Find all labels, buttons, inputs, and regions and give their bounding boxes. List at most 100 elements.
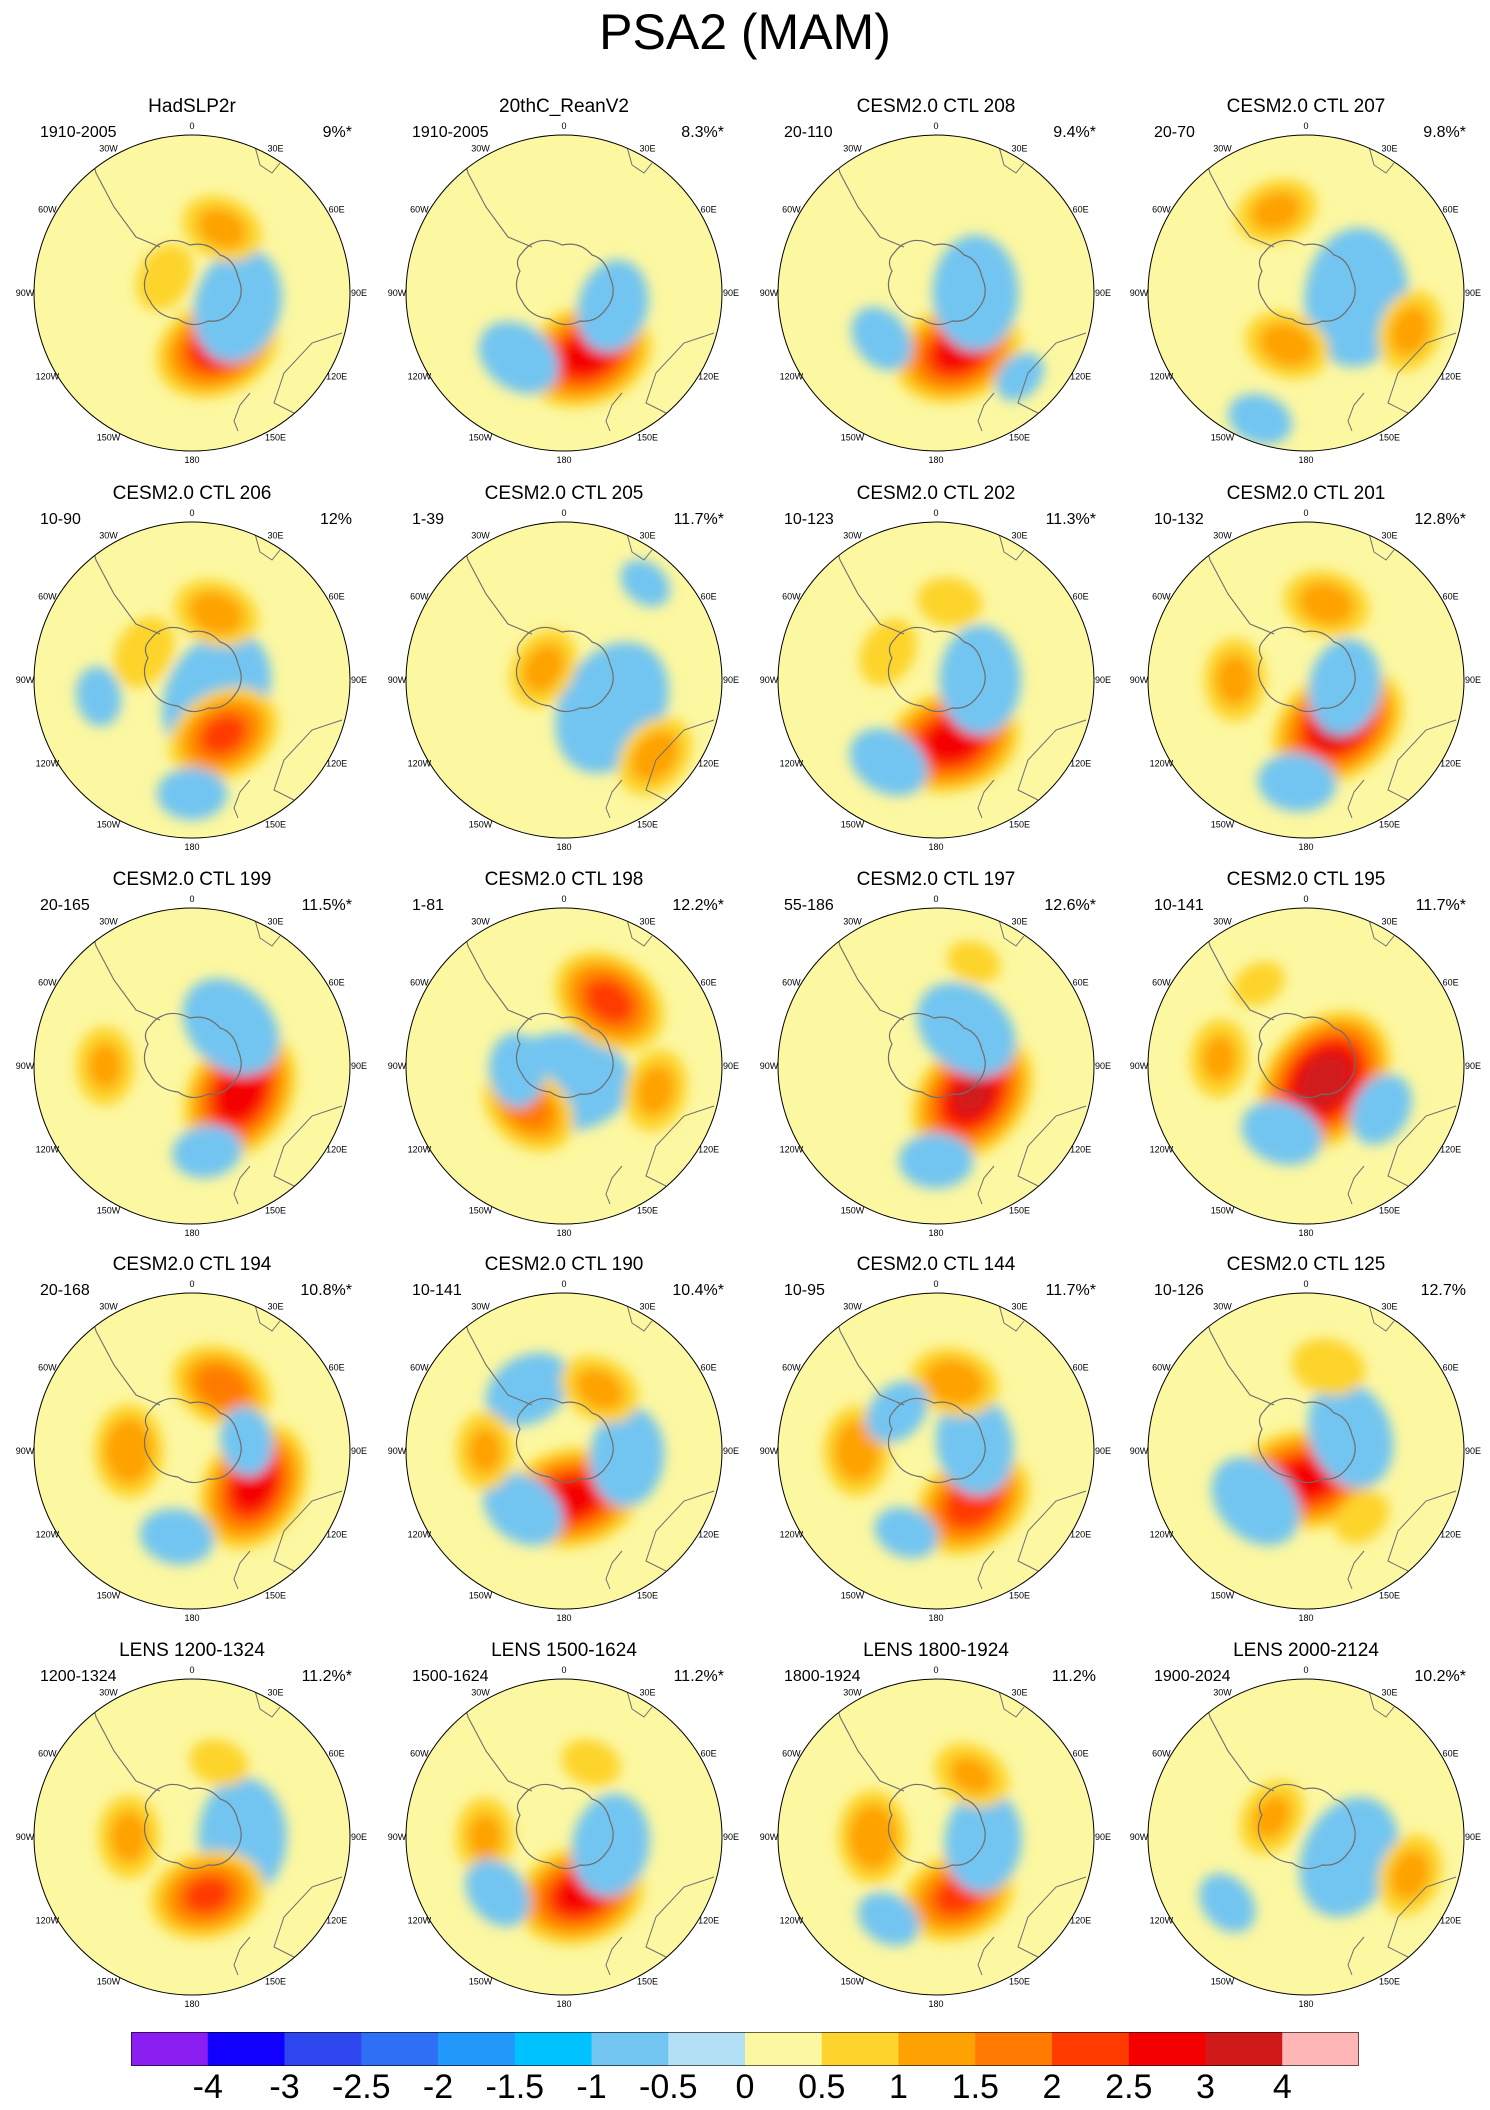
panel-years: 1900-2024 xyxy=(1154,1668,1231,1685)
africa-outline xyxy=(625,529,653,561)
map-background xyxy=(34,135,350,451)
africa-outline xyxy=(997,529,1025,561)
longitude-label: 90W xyxy=(388,1832,407,1842)
longitude-label: 30W xyxy=(99,530,118,540)
contour-level xyxy=(75,666,122,727)
polar-map: 0 30E 60E 90E 120E 150E 180 150W 120W 90W 60W 30W xyxy=(760,894,1111,1238)
longitude-label: 180 xyxy=(556,455,571,465)
longitude-label: 180 xyxy=(556,1999,571,2009)
map-border xyxy=(777,1292,1095,1610)
longitude-label: 0 xyxy=(189,1665,194,1675)
antarctica-outline xyxy=(887,626,986,713)
longitude-label: 0 xyxy=(561,1279,566,1289)
contour-level xyxy=(1228,393,1293,445)
longitude-label: 60E xyxy=(329,1749,345,1759)
map-border xyxy=(777,1678,1095,1996)
longitude-label: 90E xyxy=(723,1446,739,1456)
panel-title: CESM2.0 CTL 125 xyxy=(1226,1254,1386,1275)
africa-outline xyxy=(1367,529,1395,561)
australia-outline xyxy=(645,1490,715,1572)
longitude-label: 30E xyxy=(267,530,283,540)
longitude-label: 120E xyxy=(1440,1530,1461,1540)
longitude-label: 180 xyxy=(928,455,943,465)
contour-level xyxy=(857,1892,920,1946)
anomaly-center xyxy=(156,767,228,820)
longitude-label: 60E xyxy=(701,205,717,215)
longitude-label: 90E xyxy=(1465,675,1481,685)
longitude-label: 150E xyxy=(265,1977,286,1987)
contour-level xyxy=(1257,752,1337,812)
longitude-label: 0 xyxy=(561,894,566,904)
contour-level xyxy=(859,619,917,686)
longitude-label: 150W xyxy=(469,1591,493,1601)
anomaly-center xyxy=(455,1797,515,1877)
panel-years: 10-95 xyxy=(784,1282,825,1299)
contour-level xyxy=(947,940,1001,984)
colorbar-swatch xyxy=(898,2032,976,2066)
longitude-label: 30E xyxy=(1011,916,1027,926)
contour-level xyxy=(467,1813,503,1861)
longitude-label: 180 xyxy=(928,1999,943,2009)
contour-level xyxy=(1297,1053,1351,1110)
colorbar-swatch xyxy=(668,2032,746,2066)
contour-level xyxy=(630,730,680,782)
anomaly-center xyxy=(135,244,194,311)
panel-years: 1200-1324 xyxy=(40,1668,117,1685)
longitude-label: 60E xyxy=(1073,205,1089,215)
longitude-label: 60W xyxy=(38,1363,57,1373)
longitude-label: 150E xyxy=(1009,1977,1030,1987)
africa-outline xyxy=(253,142,281,174)
contour-level xyxy=(1298,582,1355,626)
panel-years: 1910-2005 xyxy=(40,124,117,141)
longitude-label: 180 xyxy=(184,455,199,465)
colorbar-swatch xyxy=(821,2032,899,2066)
longitude-label: 90W xyxy=(1130,1446,1149,1456)
anomaly-center xyxy=(488,1032,545,1108)
panel-years: 1-39 xyxy=(412,511,445,528)
longitude-label: 0 xyxy=(1303,508,1308,518)
colorbar-tick-label: 2 xyxy=(1042,2068,1062,2106)
longitude-label: 90W xyxy=(760,1061,779,1071)
longitude-label: 90E xyxy=(723,1061,739,1071)
colorbar-swatch xyxy=(975,2032,1053,2066)
contour-level xyxy=(197,208,247,250)
panel-years: 55-186 xyxy=(784,897,834,914)
longitude-label: 120E xyxy=(1440,759,1461,769)
longitude-label: 150E xyxy=(265,1591,286,1601)
contour-level xyxy=(1232,961,1285,1007)
longitude-label: 90E xyxy=(1465,288,1481,298)
colorbar-tick-label: -2 xyxy=(422,2068,454,2106)
longitude-label: 60W xyxy=(38,978,57,988)
anomaly-center xyxy=(909,1347,999,1417)
antarctica-outline xyxy=(515,1012,614,1099)
longitude-label: 90W xyxy=(16,1832,35,1842)
contour-level xyxy=(104,1418,154,1484)
longitude-label: 120E xyxy=(698,1145,719,1155)
anomaly-center xyxy=(935,1392,1014,1496)
polar-map: 0 30E 60E 90E 120E 150E 180 150W 120W 90W 60W 30W xyxy=(16,1665,367,2009)
panel-title: CESM2.0 CTL 208 xyxy=(856,96,1016,117)
longitude-label: 90E xyxy=(351,675,367,685)
longitude-label: 0 xyxy=(933,894,938,904)
map-border xyxy=(777,134,1095,452)
longitude-label: 60E xyxy=(1073,592,1089,602)
australia-outline xyxy=(1017,1876,1087,1958)
anomaly-center xyxy=(465,1859,530,1927)
longitude-label: 120W xyxy=(780,1145,804,1155)
longitude-label: 120W xyxy=(408,759,432,769)
contour-level xyxy=(156,767,228,820)
polar-map: 0 30E 60E 90E 120E 150E 180 150W 120W 90W 60W 30W xyxy=(388,1279,739,1623)
antarctica-outline xyxy=(515,239,614,326)
antarctica-outline xyxy=(515,1397,614,1484)
longitude-label: 120W xyxy=(780,759,804,769)
contour-level xyxy=(483,1472,564,1546)
longitude-label: 120W xyxy=(408,372,432,382)
longitude-label: 60E xyxy=(1443,592,1459,602)
australia-outline xyxy=(1017,1105,1087,1187)
longitude-label: 30E xyxy=(267,1301,283,1311)
longitude-label: 0 xyxy=(189,1279,194,1289)
longitude-label: 150E xyxy=(1379,1206,1400,1216)
anomaly-center xyxy=(1190,1018,1249,1098)
new-zealand-outline xyxy=(233,1550,251,1590)
map-background xyxy=(1148,522,1464,838)
